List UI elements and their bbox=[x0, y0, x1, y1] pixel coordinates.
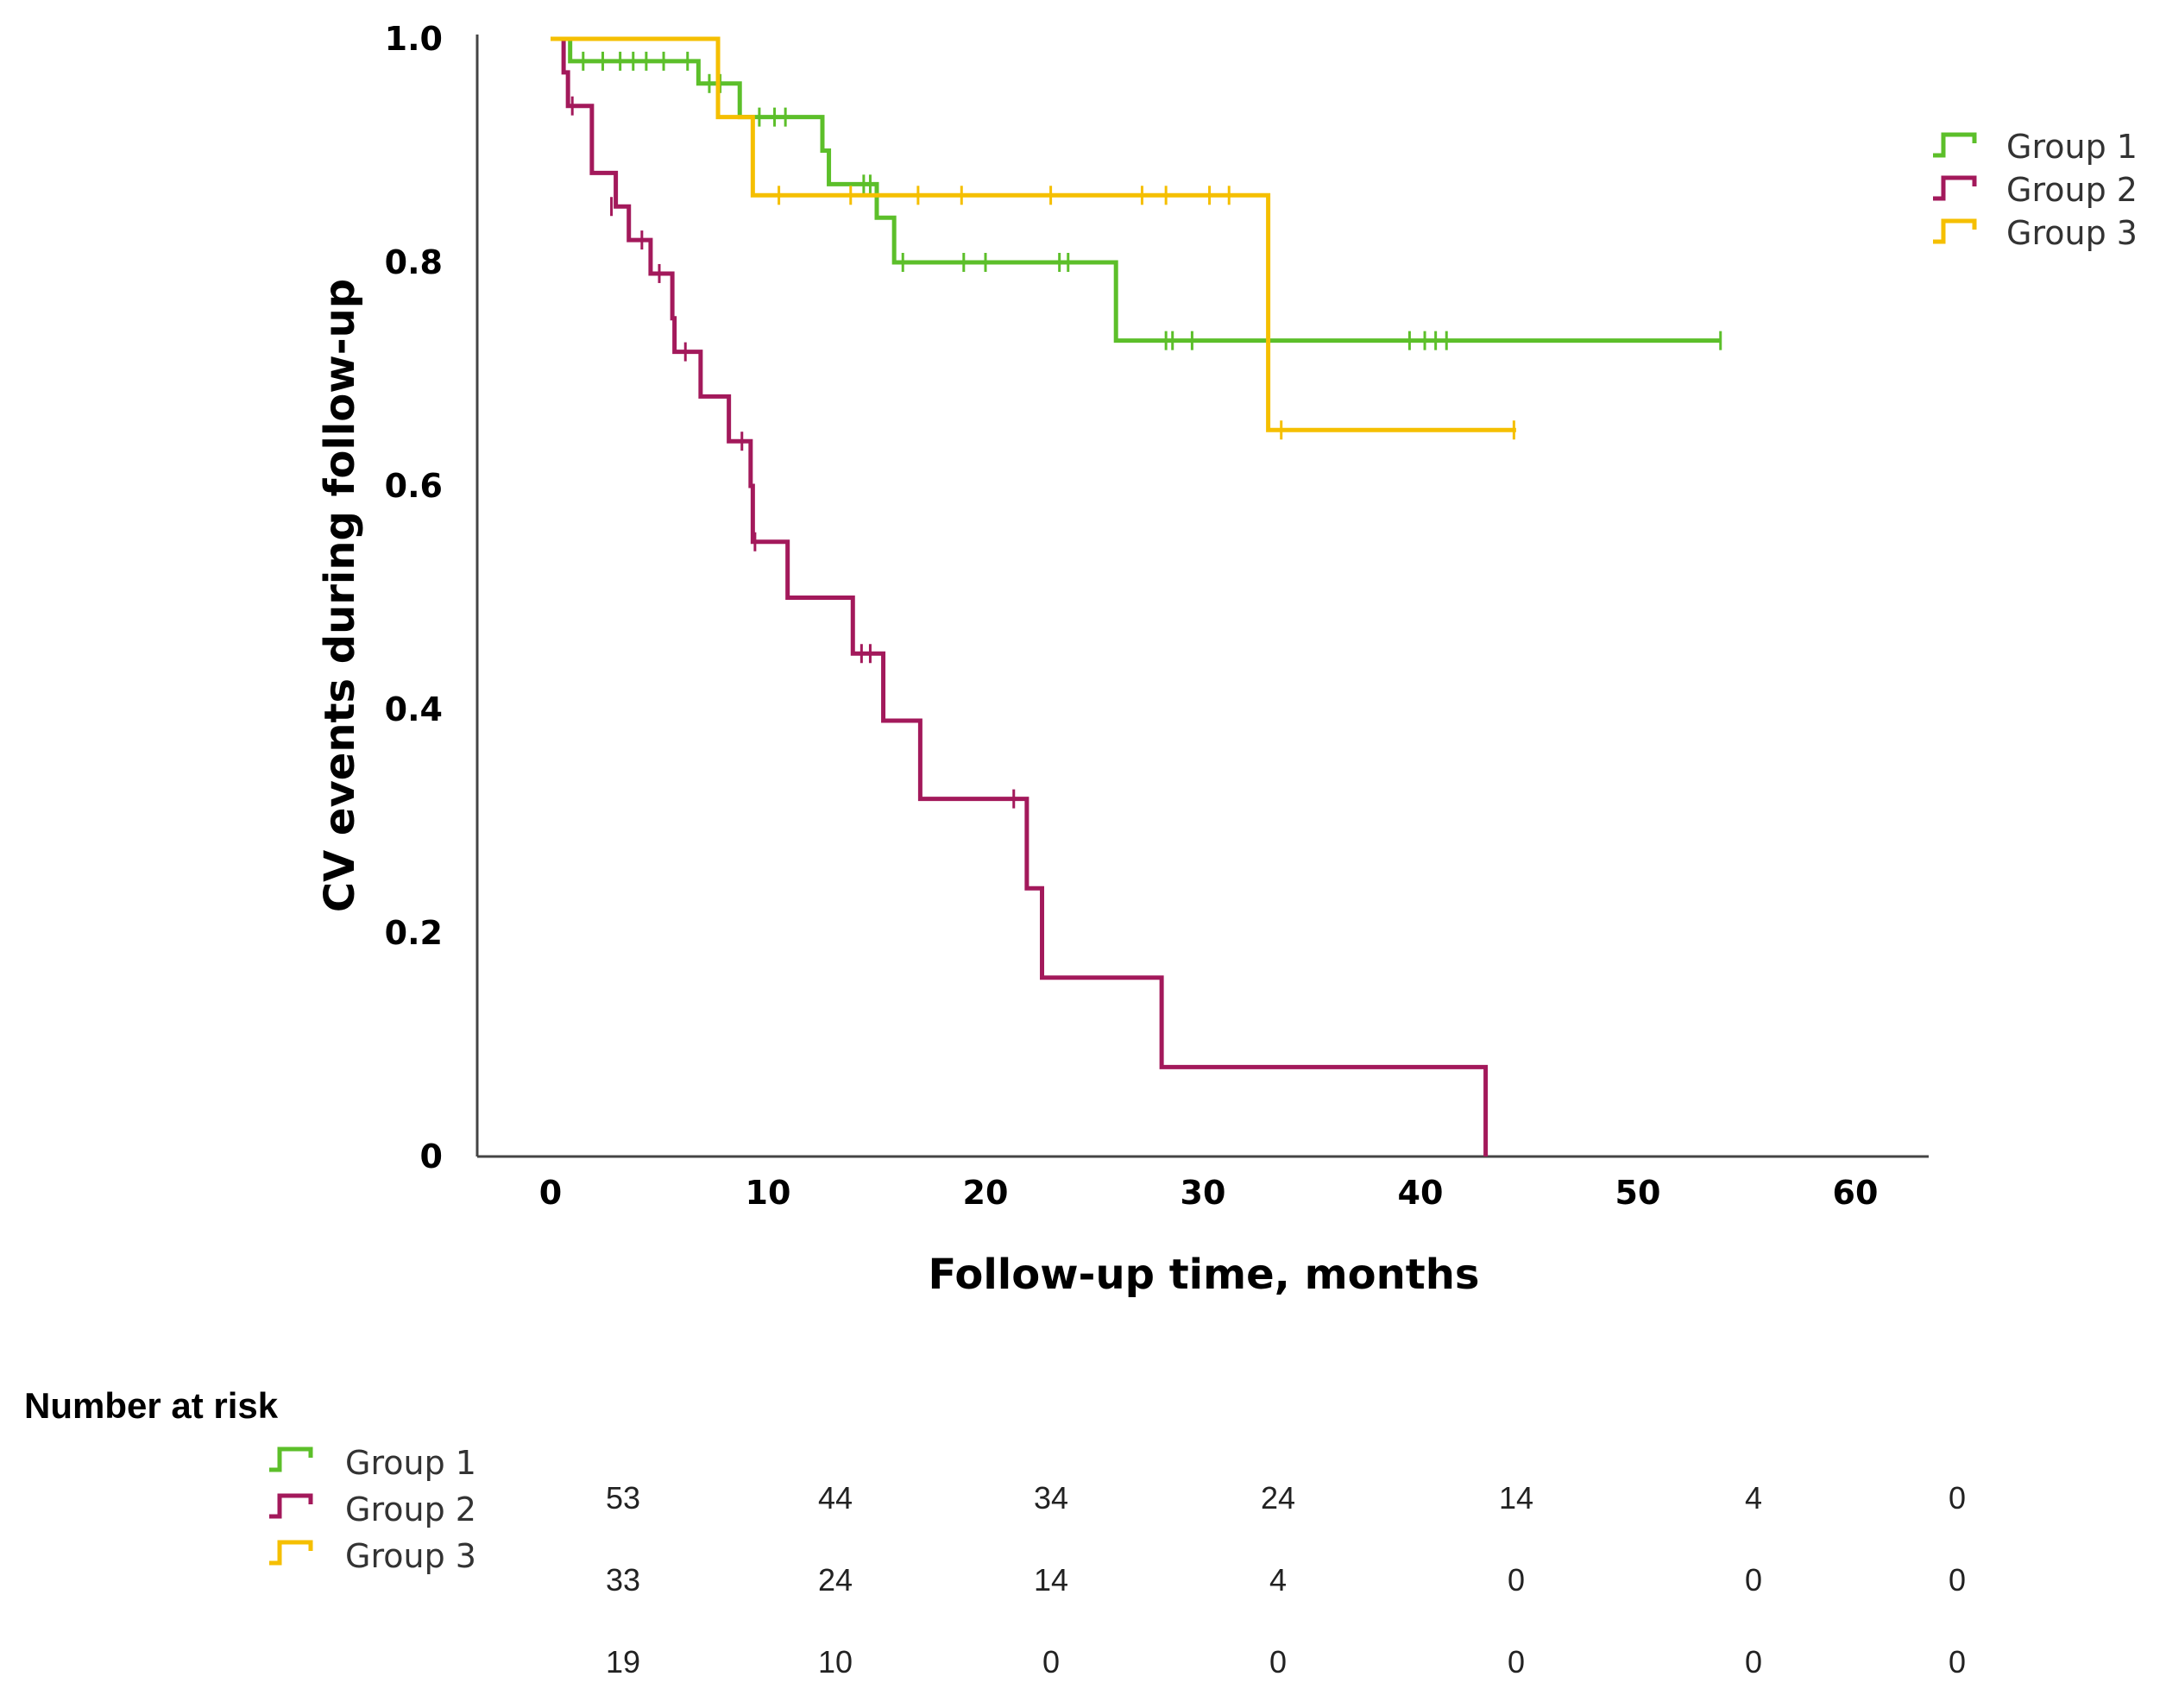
risk-cell: 14 bbox=[1499, 1480, 1533, 1516]
legend: Group 1 Group 2 Group 3 bbox=[1933, 128, 2138, 252]
risk-legend-group-3-swatch bbox=[269, 1540, 313, 1566]
risk-table-title: Number at risk bbox=[24, 1385, 279, 1426]
risk-cell: 19 bbox=[606, 1644, 640, 1680]
x-tick-label: 50 bbox=[1615, 1174, 1661, 1212]
legend-group-1-label: Group 1 bbox=[2006, 128, 2138, 166]
legend-group-2-label: Group 2 bbox=[2006, 171, 2138, 209]
y-tick-label: 0.6 bbox=[385, 467, 443, 505]
y-tick-label: 0 bbox=[420, 1138, 443, 1175]
legend-group-3-label: Group 3 bbox=[2006, 214, 2138, 252]
risk-cell: 0 bbox=[1508, 1644, 1525, 1680]
legend-group-1-swatch bbox=[1933, 132, 1977, 158]
x-tick-label: 30 bbox=[1181, 1174, 1226, 1212]
y-tick-labels: 0 0.2 0.4 0.6 0.8 1.0 bbox=[385, 20, 443, 1175]
risk-cell: 0 bbox=[1745, 1562, 1762, 1598]
y-tick-label: 0.8 bbox=[385, 243, 443, 281]
risk-cell: 0 bbox=[1949, 1480, 1966, 1516]
risk-cell: 0 bbox=[1269, 1644, 1287, 1680]
risk-legend-group-1-label: Group 1 bbox=[345, 1444, 476, 1482]
y-tick-label: 1.0 bbox=[385, 20, 443, 58]
axes bbox=[475, 35, 1929, 1158]
risk-cell: 53 bbox=[606, 1480, 640, 1516]
risk-cell: 0 bbox=[1508, 1562, 1525, 1598]
risk-cell: 24 bbox=[1261, 1480, 1295, 1516]
legend-group-2-swatch bbox=[1933, 175, 1977, 201]
risk-cell: 44 bbox=[818, 1480, 853, 1516]
x-tick-label: 20 bbox=[963, 1174, 1009, 1212]
risk-table-rows: 53 44 34 24 14 4 0 33 24 14 4 0 0 0 19 10 0 0 0 0 0 bbox=[606, 1480, 1966, 1680]
group-2-curve bbox=[551, 36, 1489, 1157]
risk-cell: 0 bbox=[1745, 1644, 1762, 1680]
y-tick-label: 0.4 bbox=[385, 690, 443, 728]
x-tick-label: 40 bbox=[1398, 1174, 1444, 1212]
risk-cell: 0 bbox=[1042, 1644, 1060, 1680]
x-tick-label: 0 bbox=[539, 1174, 562, 1212]
risk-legend-group-2-label: Group 2 bbox=[345, 1491, 476, 1528]
risk-table-legend: Group 1 Group 2 Group 3 bbox=[269, 1444, 476, 1575]
y-tick-label: 0.2 bbox=[385, 914, 443, 952]
x-tick-label: 60 bbox=[1833, 1174, 1879, 1212]
legend-group-3-swatch bbox=[1933, 218, 1977, 244]
y-axis-title: CV events during follow-up bbox=[316, 279, 364, 912]
risk-cell: 0 bbox=[1949, 1644, 1966, 1680]
x-tick-label: 10 bbox=[746, 1174, 791, 1212]
risk-cell: 33 bbox=[606, 1562, 640, 1598]
risk-cell: 4 bbox=[1269, 1562, 1287, 1598]
risk-table: Number at risk Group 1 Group 2 Group 3 53 4… bbox=[24, 1385, 1966, 1680]
risk-cell: 4 bbox=[1745, 1480, 1762, 1516]
risk-cell: 34 bbox=[1034, 1480, 1068, 1516]
group-3-curve bbox=[551, 36, 1516, 432]
risk-cell: 10 bbox=[818, 1644, 853, 1680]
series-layer bbox=[551, 36, 1722, 1157]
risk-legend-group-1-swatch bbox=[269, 1446, 313, 1472]
x-tick-labels: 0 10 20 30 40 50 60 bbox=[539, 1174, 1879, 1212]
risk-legend-group-2-swatch bbox=[269, 1493, 313, 1519]
risk-cell: 0 bbox=[1949, 1562, 1966, 1598]
risk-cell: 14 bbox=[1034, 1562, 1068, 1598]
risk-cell: 24 bbox=[818, 1562, 853, 1598]
risk-legend-group-3-label: Group 3 bbox=[345, 1537, 476, 1575]
group-1-curve bbox=[551, 36, 1721, 343]
x-axis-title: Follow-up time, months bbox=[929, 1251, 1480, 1299]
